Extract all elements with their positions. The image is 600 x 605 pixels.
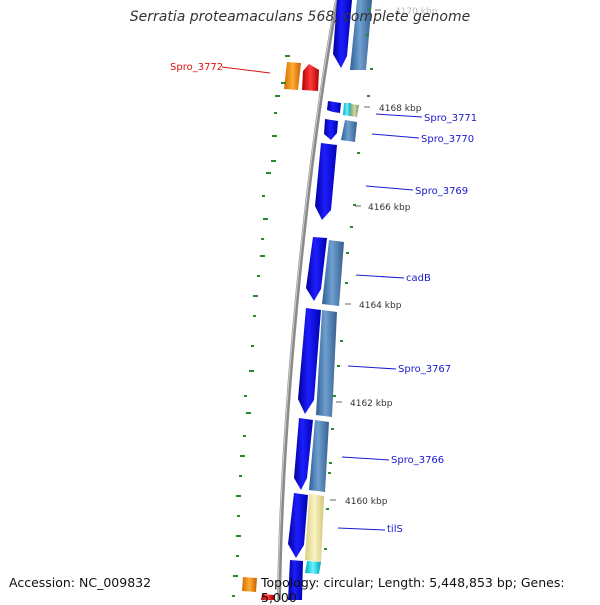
cds-forward (298, 308, 321, 414)
gc-tick (263, 218, 268, 220)
gc-tick (281, 82, 286, 84)
gc-tick (253, 295, 258, 297)
gene-orange (284, 62, 301, 90)
cds-forward (294, 418, 313, 490)
gc-tick (345, 282, 348, 284)
gc-tick (243, 435, 246, 437)
gene-label-leader (337, 527, 386, 531)
ruler-tick-label: 4164 kbp (359, 301, 402, 311)
gc-tick (333, 395, 336, 397)
gene-label: Spro_3772 (170, 62, 223, 73)
cds-reverse (316, 310, 337, 417)
gene-label: Spro_3771 (424, 113, 477, 124)
gene-label-leader (375, 113, 423, 118)
gc-tick (257, 275, 260, 277)
gc-tick (260, 255, 265, 257)
gc-tick (324, 548, 327, 550)
gc-tick (236, 495, 241, 497)
gc-tick (233, 575, 238, 577)
cds-forward (288, 493, 308, 558)
trna-feature (305, 494, 324, 562)
gc-tick (272, 135, 277, 137)
cds-forward (315, 143, 337, 220)
gene-red (261, 594, 274, 600)
cds-forward (306, 237, 327, 301)
map-title: Serratia proteamaculans 568, complete ge… (129, 9, 471, 25)
gene-label-leader (341, 456, 390, 461)
gc-tick (271, 160, 276, 162)
cds-forward (324, 119, 338, 140)
cds-reverse (322, 240, 344, 306)
gc-tick (331, 428, 334, 430)
gc-tick (249, 370, 254, 372)
gc-tick (246, 412, 251, 414)
ruler: 4170 kbp 4168 kbp 4166 kbp 4164 kbp 4162 kbp… (330, 7, 438, 507)
gc-tick (337, 365, 340, 367)
gc-tick (340, 340, 343, 342)
gc-tick (366, 34, 369, 36)
gene-label: tilS (387, 524, 403, 535)
gc-tick (370, 68, 373, 70)
gc-tick (368, 8, 371, 10)
gc-tick (274, 112, 277, 114)
gc-tick (236, 555, 239, 557)
cds-forward (333, 0, 352, 68)
gc-tick (328, 472, 331, 474)
gc-tick (275, 95, 280, 97)
accession-label: Accession: NC_009832 (9, 575, 152, 590)
gc-tick (353, 204, 356, 206)
gc-tick (350, 226, 353, 228)
gc-tick (236, 535, 241, 537)
gc-tick (329, 462, 332, 464)
gene-label-leader (221, 66, 271, 74)
misc-feature (343, 103, 351, 116)
gc-tick (262, 195, 265, 197)
ruler-tick-label: 4170 kbp (395, 7, 438, 17)
gene-label-leader (365, 185, 414, 191)
gene-label-leader (371, 133, 420, 139)
cds-forward (327, 101, 341, 113)
gc-tick (266, 172, 271, 174)
topology-label: Topology: circular; Length: 5,448,853 bp… (261, 575, 565, 605)
gc-tick (367, 95, 370, 97)
gene-label: Spro_3766 (391, 455, 444, 466)
cds-reverse (341, 120, 357, 142)
gene-label: cadB (406, 273, 431, 284)
ruler-tick-label: 4168 kbp (379, 104, 422, 114)
gene-label: Spro_3770 (421, 134, 474, 145)
genome-backbone-highlight (277, 0, 337, 601)
gc-tick (326, 508, 329, 510)
gc-tick (232, 595, 235, 597)
gc-tick (285, 55, 290, 57)
cds-forward (288, 560, 303, 600)
gene-labels: Spro_3772 Spro_3771 Spro_3770 Spro_3769 cadB… (170, 62, 477, 535)
gc-tick (251, 345, 254, 347)
cds-reverse (309, 420, 329, 492)
gene-label-leader (347, 365, 397, 370)
gc-tick (357, 152, 360, 154)
gc-tick (237, 515, 240, 517)
gene-label-leader (355, 274, 405, 279)
gc-tick (253, 315, 256, 317)
gene-label: Spro_3767 (398, 364, 451, 375)
misc-feature (350, 104, 359, 117)
ruler-tick-label: 4160 kbp (345, 497, 388, 507)
cds-reverse (350, 0, 372, 70)
gc-tick (346, 252, 349, 254)
gene-label: Spro_3769 (415, 186, 468, 197)
ruler-tick-label: 4162 kbp (350, 399, 393, 409)
ruler-tick-label: 4166 kbp (368, 203, 411, 213)
gc-tick (239, 475, 242, 477)
gc-tick (261, 238, 264, 240)
gc-tick (244, 395, 247, 397)
rrna-feature (305, 561, 321, 574)
gene-orange (242, 577, 257, 592)
gc-content-ticks (232, 8, 373, 597)
genome-backbone (277, 0, 339, 601)
gc-tick (240, 455, 245, 457)
gene-spro-3772-red (302, 64, 319, 91)
